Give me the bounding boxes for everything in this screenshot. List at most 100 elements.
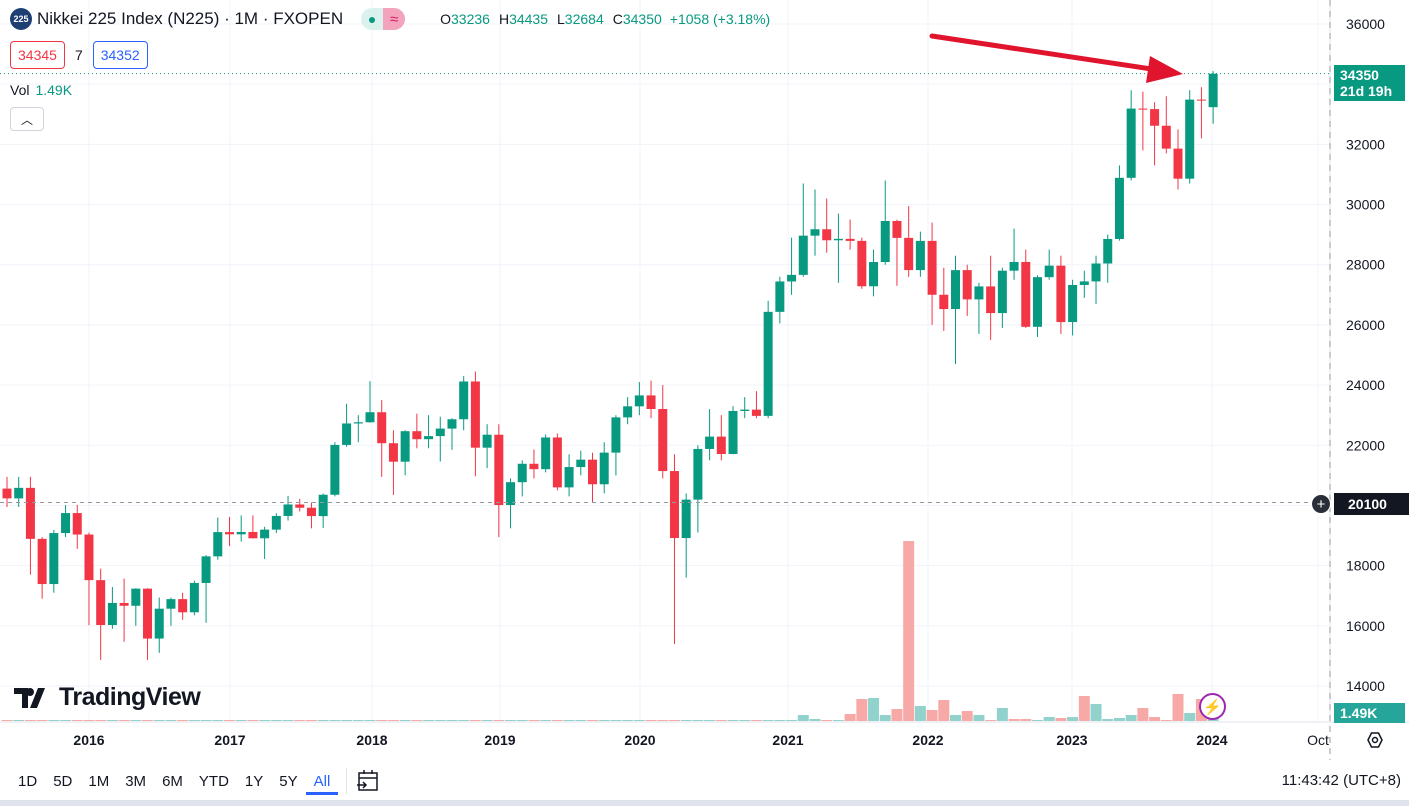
buy-button[interactable]: 34352 [92, 41, 148, 69]
range-1d[interactable]: 1D [18, 772, 38, 790]
candle [541, 434, 551, 473]
candle-body [166, 599, 176, 609]
candle-body [939, 294, 949, 310]
candle [634, 382, 644, 416]
range-5d[interactable]: 5D [53, 772, 73, 790]
candle [576, 450, 586, 476]
candle [986, 255, 996, 340]
candle [178, 592, 188, 620]
volume-bar [223, 720, 235, 721]
candle [716, 415, 726, 461]
volume-bar [622, 720, 634, 721]
time-tick: 2020 [624, 732, 655, 748]
candle [25, 476, 35, 575]
market-status[interactable]: ● ≈ [361, 8, 406, 30]
candle [517, 460, 527, 497]
logo-text: TradingView [59, 683, 201, 711]
candle-body [1044, 265, 1054, 278]
candle-body [1196, 99, 1206, 101]
candle-body [213, 532, 223, 557]
candle [49, 530, 59, 593]
range-all[interactable]: All [305, 773, 339, 795]
candle [833, 213, 843, 283]
volume-bar [786, 720, 798, 721]
calendar-goto-icon[interactable] [355, 768, 381, 794]
volume-bar [364, 720, 376, 721]
tradingview-logo[interactable]: TradingView [14, 683, 201, 712]
candle [822, 198, 832, 253]
volume-bar [13, 720, 25, 721]
volume-bar [481, 720, 493, 721]
candle [646, 380, 656, 419]
volume-bar [48, 720, 60, 721]
volume-bar [832, 720, 844, 721]
candle [552, 433, 562, 491]
candle-body [295, 504, 305, 508]
candle [400, 430, 410, 476]
add-alert-plus-icon[interactable]: + [1311, 494, 1331, 514]
range-1m[interactable]: 1M [88, 772, 110, 790]
candle [330, 442, 340, 497]
volume-bar [1055, 718, 1067, 721]
volume-bar [926, 710, 938, 721]
candle [412, 413, 422, 449]
volume-bar [1020, 719, 1032, 721]
low-value: 32684 [564, 11, 604, 27]
open-label: O [440, 11, 451, 27]
candle-body [37, 538, 47, 585]
range-3m[interactable]: 3M [125, 772, 147, 790]
volume-bar [434, 720, 446, 721]
symbol-logo: 225 [10, 8, 32, 30]
settings-icon[interactable] [1367, 732, 1383, 748]
tradingview-logo-icon [14, 687, 45, 708]
open-value: 33236 [451, 11, 490, 27]
candle [681, 493, 691, 578]
candle [693, 445, 703, 533]
candle [131, 588, 141, 626]
annotation-arrow-head [1146, 56, 1183, 83]
candle [763, 300, 773, 419]
volume-bar [399, 720, 411, 721]
candle [705, 409, 715, 461]
candle-body [154, 608, 164, 639]
symbol-title[interactable]: Nikkei 225 Index (N225) · 1M · FXOPEN [37, 9, 344, 28]
candle-body [1126, 108, 1136, 178]
price-tick: 16000 [1346, 618, 1385, 634]
sell-button[interactable]: 34345 [10, 41, 65, 69]
clock[interactable]: 11:43:42 (UTC+8) [1281, 772, 1401, 789]
range-1y[interactable]: 1Y [244, 772, 264, 790]
candle-body [119, 602, 129, 606]
candle-body [833, 238, 843, 241]
candle-body [236, 531, 246, 535]
candle-body [271, 515, 281, 530]
candle-body [1032, 277, 1042, 327]
candle [787, 237, 797, 295]
candle-body [14, 487, 24, 499]
volume-bar [294, 720, 306, 721]
spread: 7 [74, 47, 83, 63]
candle [1091, 255, 1101, 304]
candle [61, 505, 71, 538]
volume-bar [247, 720, 259, 721]
range-6m[interactable]: 6M [162, 772, 183, 790]
volume-bar [1078, 696, 1090, 721]
volume-bar [446, 720, 458, 721]
candle-body [517, 463, 527, 483]
ohlc-values: O 33236 H 34435 L 32684 C 34350 +1058 (+3.18… [431, 11, 770, 27]
symbol-legend: 225 Nikkei 225 Index (N225) · 1M · FXOPE… [10, 8, 770, 30]
lightning-icon[interactable]: ⚡ [1199, 693, 1226, 720]
time-tick: 2024 [1196, 732, 1227, 748]
collapse-legend-button[interactable]: ︿ [10, 107, 44, 131]
volume-bar [376, 720, 388, 721]
candle [798, 183, 808, 277]
time-tick: 2023 [1056, 732, 1087, 748]
range-ytd[interactable]: YTD [198, 772, 229, 790]
volume-bar [235, 720, 247, 721]
candle [201, 555, 211, 623]
volume-bar [95, 720, 107, 721]
bar-countdown: 21d 19h [1340, 83, 1393, 99]
volume-bar [60, 720, 72, 721]
volume-bar [645, 720, 657, 721]
range-5y[interactable]: 5Y [279, 772, 298, 790]
